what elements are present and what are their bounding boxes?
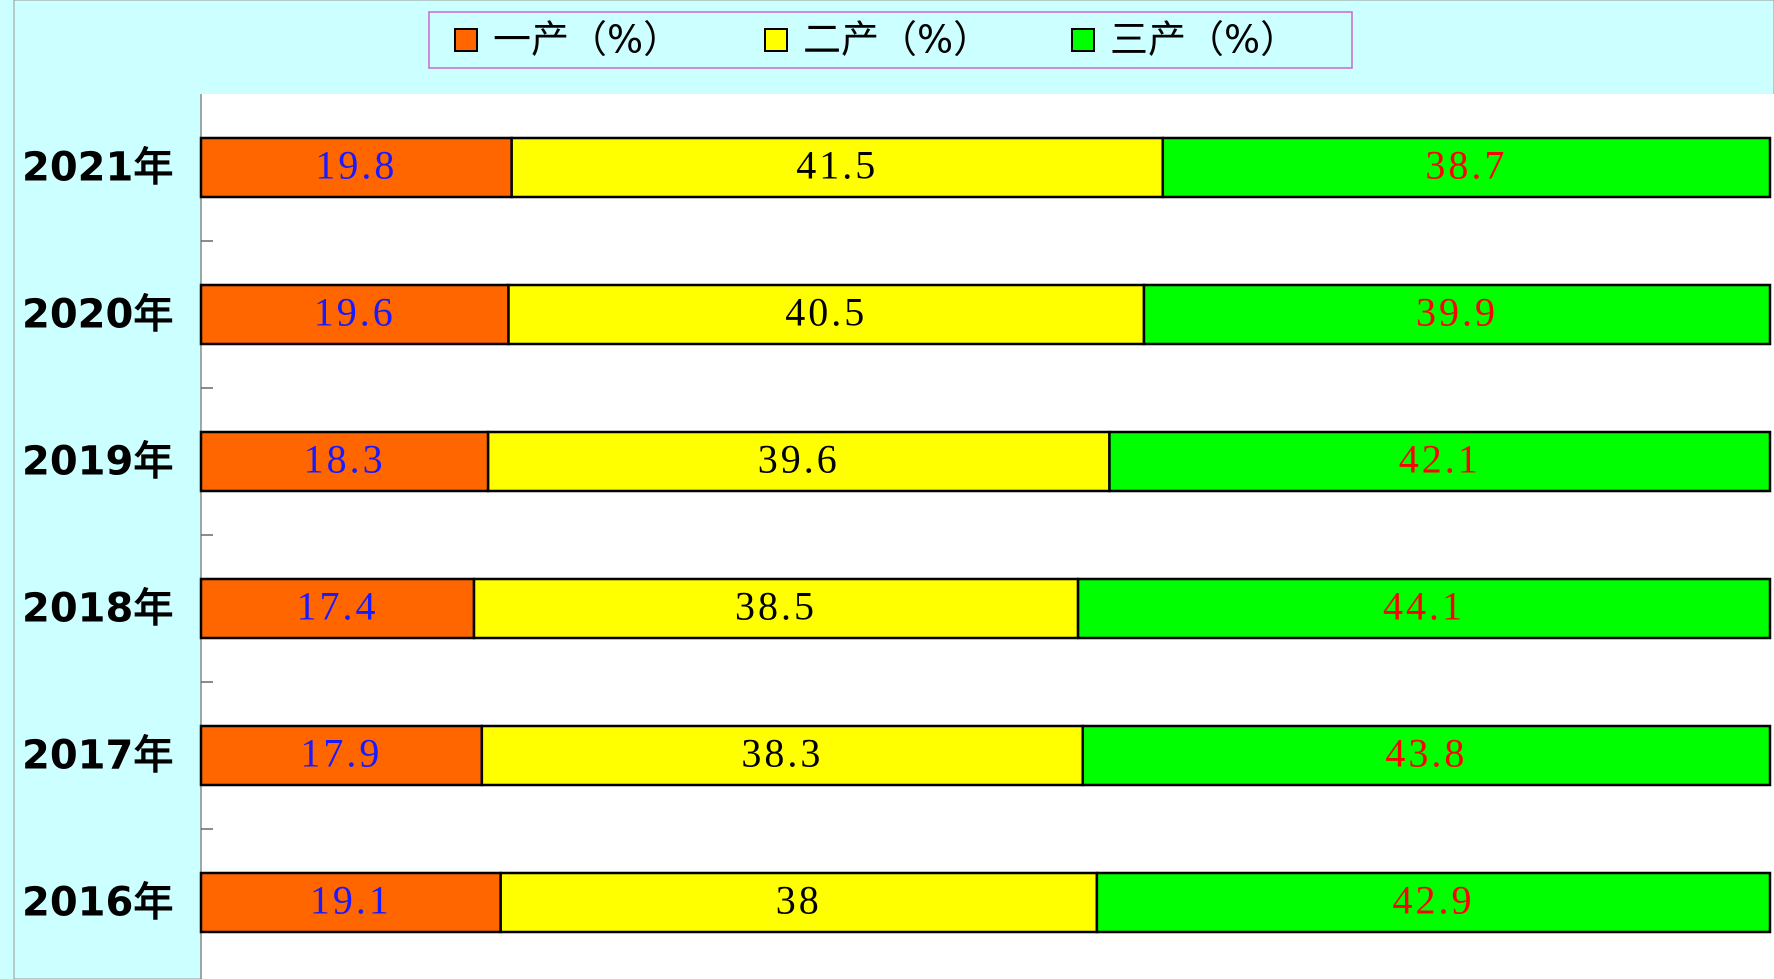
data-label: 41.5 [796, 143, 878, 188]
bar-segment [1142, 283, 1772, 346]
legend-label: 二产（%） [803, 18, 991, 62]
data-label: 19.8 [315, 143, 397, 188]
legend-swatch [1071, 28, 1095, 52]
y-tick-label: 2016年 [22, 880, 173, 926]
data-label: 18.3 [304, 437, 386, 482]
data-label: 19.1 [310, 878, 392, 923]
bar-segment [1161, 136, 1772, 199]
bar-segment [1095, 871, 1772, 934]
bar-segment [199, 430, 490, 493]
bar-segment [472, 577, 1080, 640]
data-label: 44.1 [1383, 584, 1465, 629]
legend-swatch [454, 28, 478, 52]
bar-segment [1076, 577, 1772, 640]
legend-box [428, 11, 1353, 69]
data-label: 42.9 [1392, 878, 1474, 923]
data-label: 38.5 [735, 584, 817, 629]
data-label: 39.6 [758, 437, 840, 482]
data-label: 42.1 [1399, 437, 1481, 482]
data-label: 43.8 [1385, 731, 1467, 776]
legend-label: 一产（%） [493, 18, 681, 62]
plot-area [201, 94, 1774, 979]
bar-segment [486, 430, 1111, 493]
data-label: 19.6 [314, 290, 396, 335]
y-tick-label: 2020年 [22, 292, 173, 338]
legend-label: 三产（%） [1110, 18, 1298, 62]
data-label: 38.7 [1425, 143, 1507, 188]
legend-swatch [764, 28, 788, 52]
bar-segment [199, 871, 502, 934]
y-tick-label: 2017年 [22, 733, 173, 779]
bar-segment [499, 871, 1099, 934]
data-label: 38.3 [741, 731, 823, 776]
bar-segment [1081, 724, 1772, 787]
data-label: 17.4 [297, 584, 379, 629]
bar-segment [199, 577, 476, 640]
y-tick-label: 2021年 [22, 145, 173, 191]
y-tick-label: 2019年 [22, 439, 173, 485]
data-label: 40.5 [785, 290, 867, 335]
bar-segment [1108, 430, 1772, 493]
data-label: 17.9 [300, 731, 382, 776]
bar-segment [199, 136, 513, 199]
data-label: 39.9 [1416, 290, 1498, 335]
data-label: 38 [776, 878, 822, 923]
y-tick-label: 2018年 [22, 586, 173, 632]
